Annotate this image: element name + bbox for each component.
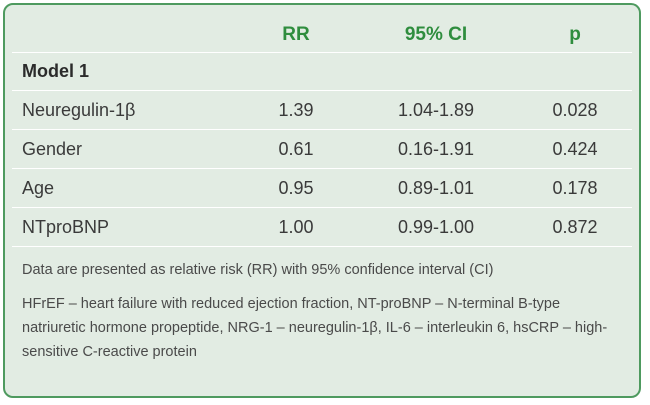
- p-value: 0.028: [518, 90, 632, 130]
- header-p: p: [518, 17, 632, 53]
- p-value: 0.178: [518, 168, 632, 208]
- ci-value: 0.99-1.00: [354, 207, 518, 247]
- table-row: Gender 0.61 0.16-1.91 0.424: [12, 129, 632, 169]
- rr-value: 1.39: [238, 90, 354, 130]
- p-value: 0.872: [518, 207, 632, 247]
- rr-value: 0.95: [238, 168, 354, 208]
- row-label: Gender: [12, 129, 238, 169]
- header-rr: RR: [238, 17, 354, 53]
- row-label: Neuregulin-1β: [12, 90, 238, 130]
- table-row: NTproBNP 1.00 0.99-1.00 0.872: [12, 207, 632, 247]
- ci-value: 0.16-1.91: [354, 129, 518, 169]
- rr-value: 1.00: [238, 207, 354, 247]
- rr-value: 0.61: [238, 129, 354, 169]
- header-ci: 95% CI: [354, 17, 518, 53]
- abbreviations-note: HFrEF – heart failure with reduced eject…: [22, 296, 608, 360]
- ci-value: 0.89-1.01: [354, 168, 518, 208]
- table-row: Neuregulin-1β 1.39 1.04-1.89 0.028: [12, 90, 632, 130]
- row-label: Age: [12, 168, 238, 208]
- row-label: NTproBNP: [12, 207, 238, 247]
- data-note: Data are presented as relative risk (RR)…: [22, 262, 494, 278]
- section-label: Model 1: [12, 52, 632, 91]
- header-row: RR 95% CI p: [12, 17, 632, 53]
- header-empty: [12, 17, 238, 53]
- table-row: Age 0.95 0.89-1.01 0.178: [12, 168, 632, 208]
- p-value: 0.424: [518, 129, 632, 169]
- section-row: Model 1: [12, 52, 632, 91]
- table-notes: Data are presented as relative risk (RR)…: [22, 258, 627, 364]
- ci-value: 1.04-1.89: [354, 90, 518, 130]
- results-table: RR 95% CI p Model 1 Neuregulin-1β 1.39 1…: [12, 17, 632, 247]
- table-panel: RR 95% CI p Model 1 Neuregulin-1β 1.39 1…: [3, 3, 641, 398]
